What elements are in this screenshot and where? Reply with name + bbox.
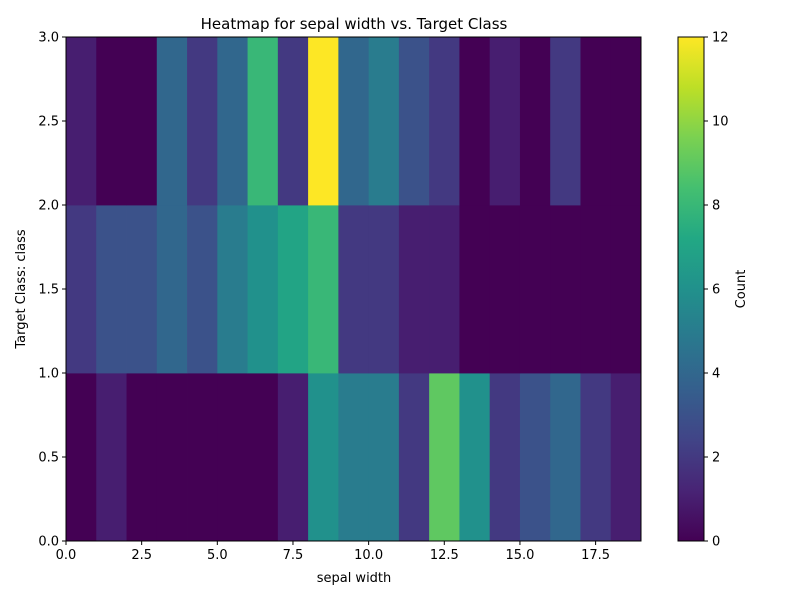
heatmap-cell <box>96 373 127 542</box>
y-axis-label: Target Class: class <box>14 229 29 350</box>
heatmap-cell <box>398 205 430 374</box>
heatmap-cell <box>429 205 460 374</box>
heatmap-cell <box>308 205 339 374</box>
colorbar-tick-label: 6 <box>712 283 720 298</box>
heatmap-cell <box>156 37 188 206</box>
colorbar-tick-label: 4 <box>712 367 720 382</box>
heatmap-cell <box>398 37 430 206</box>
y-tick-label: 2.5 <box>38 115 59 130</box>
heatmap-cell <box>126 205 158 374</box>
heatmap-cell <box>187 205 218 374</box>
heatmap-cells <box>66 37 642 542</box>
heatmap-cell <box>519 373 551 542</box>
colorbar-ticks: 0 2 4 6 8 10 12 <box>704 31 729 550</box>
colorbar <box>677 36 705 542</box>
heatmap-cell <box>489 205 521 374</box>
heatmap-cell <box>217 205 248 374</box>
heatmap-cell <box>368 205 400 374</box>
heatmap-cell <box>247 205 279 374</box>
heatmap-cell <box>580 205 612 374</box>
heatmap-cell <box>368 373 400 542</box>
heatmap-cell <box>156 205 188 374</box>
heatmap-cell <box>66 373 97 542</box>
colorbar-tick-label: 0 <box>712 535 720 550</box>
heatmap-cell <box>429 373 460 542</box>
heatmap-cell <box>126 37 158 206</box>
heatmap-cell <box>308 37 339 206</box>
heatmap-cell <box>368 37 400 206</box>
heatmap-cell <box>459 205 491 374</box>
heatmap-cell <box>429 37 460 206</box>
heatmap-cell <box>550 205 581 374</box>
heatmap-cell <box>247 37 279 206</box>
x-tick-label: 17.5 <box>581 548 610 563</box>
heatmap-cell <box>550 373 581 542</box>
x-tick-label: 12.5 <box>430 548 459 563</box>
heatmap-cell <box>489 37 521 206</box>
heatmap-cell <box>610 37 642 206</box>
x-axis-ticks: 0.0 2.5 5.0 7.5 10.0 12.5 15.0 17.5 <box>56 541 610 563</box>
heatmap-cell <box>187 37 218 206</box>
x-tick-label: 0.0 <box>56 548 77 563</box>
y-tick-label: 2.0 <box>38 199 59 214</box>
heatmap-cell <box>308 373 339 542</box>
y-tick-label: 1.0 <box>38 367 59 382</box>
heatmap-cell <box>489 373 521 542</box>
heatmap-cell <box>277 205 309 374</box>
heatmap-cell <box>580 373 612 542</box>
x-tick-label: 7.5 <box>283 548 304 563</box>
heatmap-cell <box>338 373 370 542</box>
x-tick-label: 15.0 <box>505 548 534 563</box>
heatmap-cell <box>580 37 612 206</box>
heatmap-cell <box>217 37 248 206</box>
heatmap-cell <box>338 205 370 374</box>
y-axis-ticks: 0.0 0.5 1.0 1.5 2.0 2.5 3.0 <box>38 31 66 550</box>
colorbar-tick-label: 2 <box>712 451 720 466</box>
heatmap-cell <box>187 373 218 542</box>
heatmap-cell <box>96 205 127 374</box>
x-tick-label: 2.5 <box>131 548 152 563</box>
heatmap-cell <box>550 37 581 206</box>
heatmap-cell <box>277 373 309 542</box>
chart-title: Heatmap for sepal width vs. Target Class <box>201 15 508 33</box>
x-axis-label: sepal width <box>317 571 392 586</box>
y-tick-label: 3.0 <box>38 31 59 46</box>
y-tick-label: 0.0 <box>38 535 59 550</box>
heatmap-cell <box>459 373 491 542</box>
x-tick-label: 5.0 <box>207 548 228 563</box>
colorbar-tick-label: 8 <box>712 199 720 214</box>
x-tick-label: 10.0 <box>354 548 383 563</box>
heatmap-cell <box>126 373 158 542</box>
y-tick-label: 0.5 <box>38 451 59 466</box>
heatmap-cell <box>247 373 279 542</box>
y-tick-label: 1.5 <box>38 283 59 298</box>
heatmap-cell <box>66 205 97 374</box>
heatmap-cell <box>459 37 491 206</box>
heatmap-cell <box>66 37 97 206</box>
heatmap-cell <box>398 373 430 542</box>
heatmap-cell <box>156 373 188 542</box>
colorbar-tick-label: 10 <box>712 115 729 130</box>
heatmap-cell <box>610 373 642 542</box>
heatmap-cell <box>217 373 248 542</box>
heatmap-cell <box>519 205 551 374</box>
heatmap-cell <box>338 37 370 206</box>
heatmap-cell <box>610 205 642 374</box>
heatmap-cell <box>277 37 309 206</box>
colorbar-tick-label: 12 <box>712 31 729 46</box>
heatmap-cell <box>519 37 551 206</box>
colorbar-label: Count <box>734 270 749 309</box>
heatmap-cell <box>96 37 127 206</box>
